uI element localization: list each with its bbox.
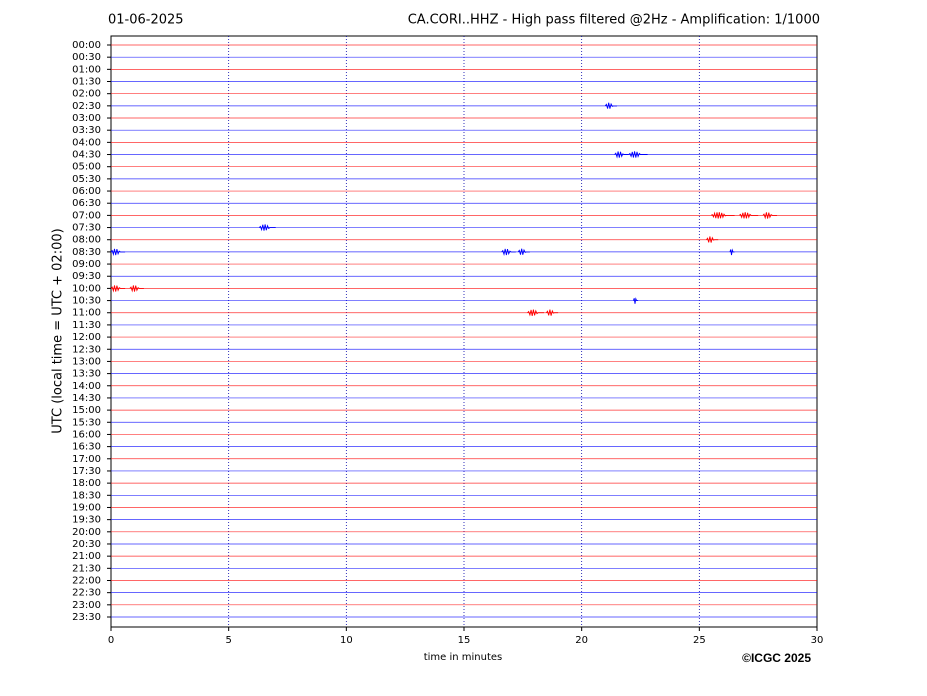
plot-frame <box>110 35 818 628</box>
y-tick-label: 04:00 <box>72 137 101 148</box>
seismic-event <box>614 151 629 159</box>
y-tick-label: 06:00 <box>72 186 101 197</box>
y-tick-label: 22:30 <box>72 588 101 599</box>
chart-title: CA.CORI..HHZ - High pass filtered @2Hz -… <box>408 13 820 28</box>
y-tick-label: 09:00 <box>72 259 101 270</box>
y-tick-label: 19:00 <box>72 502 101 513</box>
y-tick-label: 21:00 <box>72 551 101 562</box>
x-tick-label: 10 <box>340 635 353 646</box>
copyright: ©ICGC 2025 <box>742 651 811 665</box>
seismic-event <box>762 212 777 220</box>
y-tick-label: 17:30 <box>72 466 101 477</box>
y-axis-label: UTC (local time = UTC + 02:00) <box>51 228 66 433</box>
y-tick-label: 14:30 <box>72 393 101 404</box>
y-tick-label: 02:00 <box>72 89 101 100</box>
y-tick-label: 02:30 <box>72 101 101 112</box>
seismic-event <box>633 297 639 304</box>
y-tick-label: 23:00 <box>72 600 101 611</box>
y-tick-label: 16:30 <box>72 442 101 453</box>
seismic-event <box>129 285 144 293</box>
y-tick-label: 06:30 <box>72 198 101 209</box>
seismic-event <box>604 102 617 109</box>
y-tick-label: 01:30 <box>72 77 101 88</box>
y-tick-label: 07:30 <box>72 223 101 234</box>
y-tick-label: 17:00 <box>72 454 101 465</box>
x-tick-label: 20 <box>575 635 588 646</box>
x-tick-label: 5 <box>225 635 231 646</box>
seismic-event <box>110 285 126 293</box>
y-tick-label: 00:30 <box>72 52 101 63</box>
y-tick-label: 07:00 <box>72 210 101 221</box>
y-tick-label: 18:00 <box>72 478 101 489</box>
y-tick-label: 12:00 <box>72 332 101 343</box>
y-tick-label: 04:30 <box>72 150 101 161</box>
x-tick-label: 15 <box>458 635 471 646</box>
y-tick-label: 00:00 <box>72 40 101 51</box>
seismic-event <box>501 248 516 257</box>
y-tick-label: 03:00 <box>72 113 101 124</box>
y-tick-label: 15:30 <box>72 417 101 428</box>
y-tick-label: 19:30 <box>72 515 101 526</box>
y-tick-label: 05:30 <box>72 174 101 185</box>
y-tick-label: 05:00 <box>72 162 101 173</box>
y-tick-label: 10:00 <box>72 283 101 294</box>
y-tick-label: 14:00 <box>72 381 101 392</box>
y-tick-label: 20:00 <box>72 527 101 538</box>
y-tick-label: 08:00 <box>72 235 101 246</box>
y-tick-label: 15:00 <box>72 405 101 416</box>
seismic-event <box>739 212 759 219</box>
x-tick-label: 30 <box>811 635 824 646</box>
x-tick-label: 25 <box>693 635 706 646</box>
y-tick-label: 21:30 <box>72 563 101 574</box>
seismic-event <box>527 309 544 317</box>
y-tick-label: 09:30 <box>72 271 101 282</box>
y-tick-label: 16:00 <box>72 429 101 440</box>
seismic-event <box>258 224 276 232</box>
y-tick-label: 22:00 <box>72 575 101 586</box>
seismic-event <box>110 248 126 257</box>
x-tick-label: 0 <box>108 635 114 646</box>
y-tick-label: 20:30 <box>72 539 101 550</box>
y-tick-label: 11:00 <box>72 308 101 319</box>
y-tick-label: 23:30 <box>72 612 101 623</box>
seismic-event <box>710 211 735 219</box>
y-tick-label: 01:00 <box>72 64 101 75</box>
y-tick-label: 11:30 <box>72 320 101 331</box>
seismic-event <box>729 248 735 256</box>
x-axis-label: time in minutes <box>424 652 503 663</box>
date: 01-06-2025 <box>108 13 184 28</box>
seismic-event <box>628 151 648 158</box>
seismic-event <box>517 248 530 255</box>
seismic-event <box>706 236 719 243</box>
seismic-event <box>546 309 559 316</box>
y-tick-label: 13:00 <box>72 356 101 367</box>
y-tick-label: 08:30 <box>72 247 101 258</box>
y-tick-label: 03:30 <box>72 125 101 136</box>
y-tick-label: 12:30 <box>72 344 101 355</box>
y-tick-label: 13:30 <box>72 369 101 380</box>
y-tick-label: 18:30 <box>72 490 101 501</box>
y-tick-label: 10:30 <box>72 296 101 307</box>
